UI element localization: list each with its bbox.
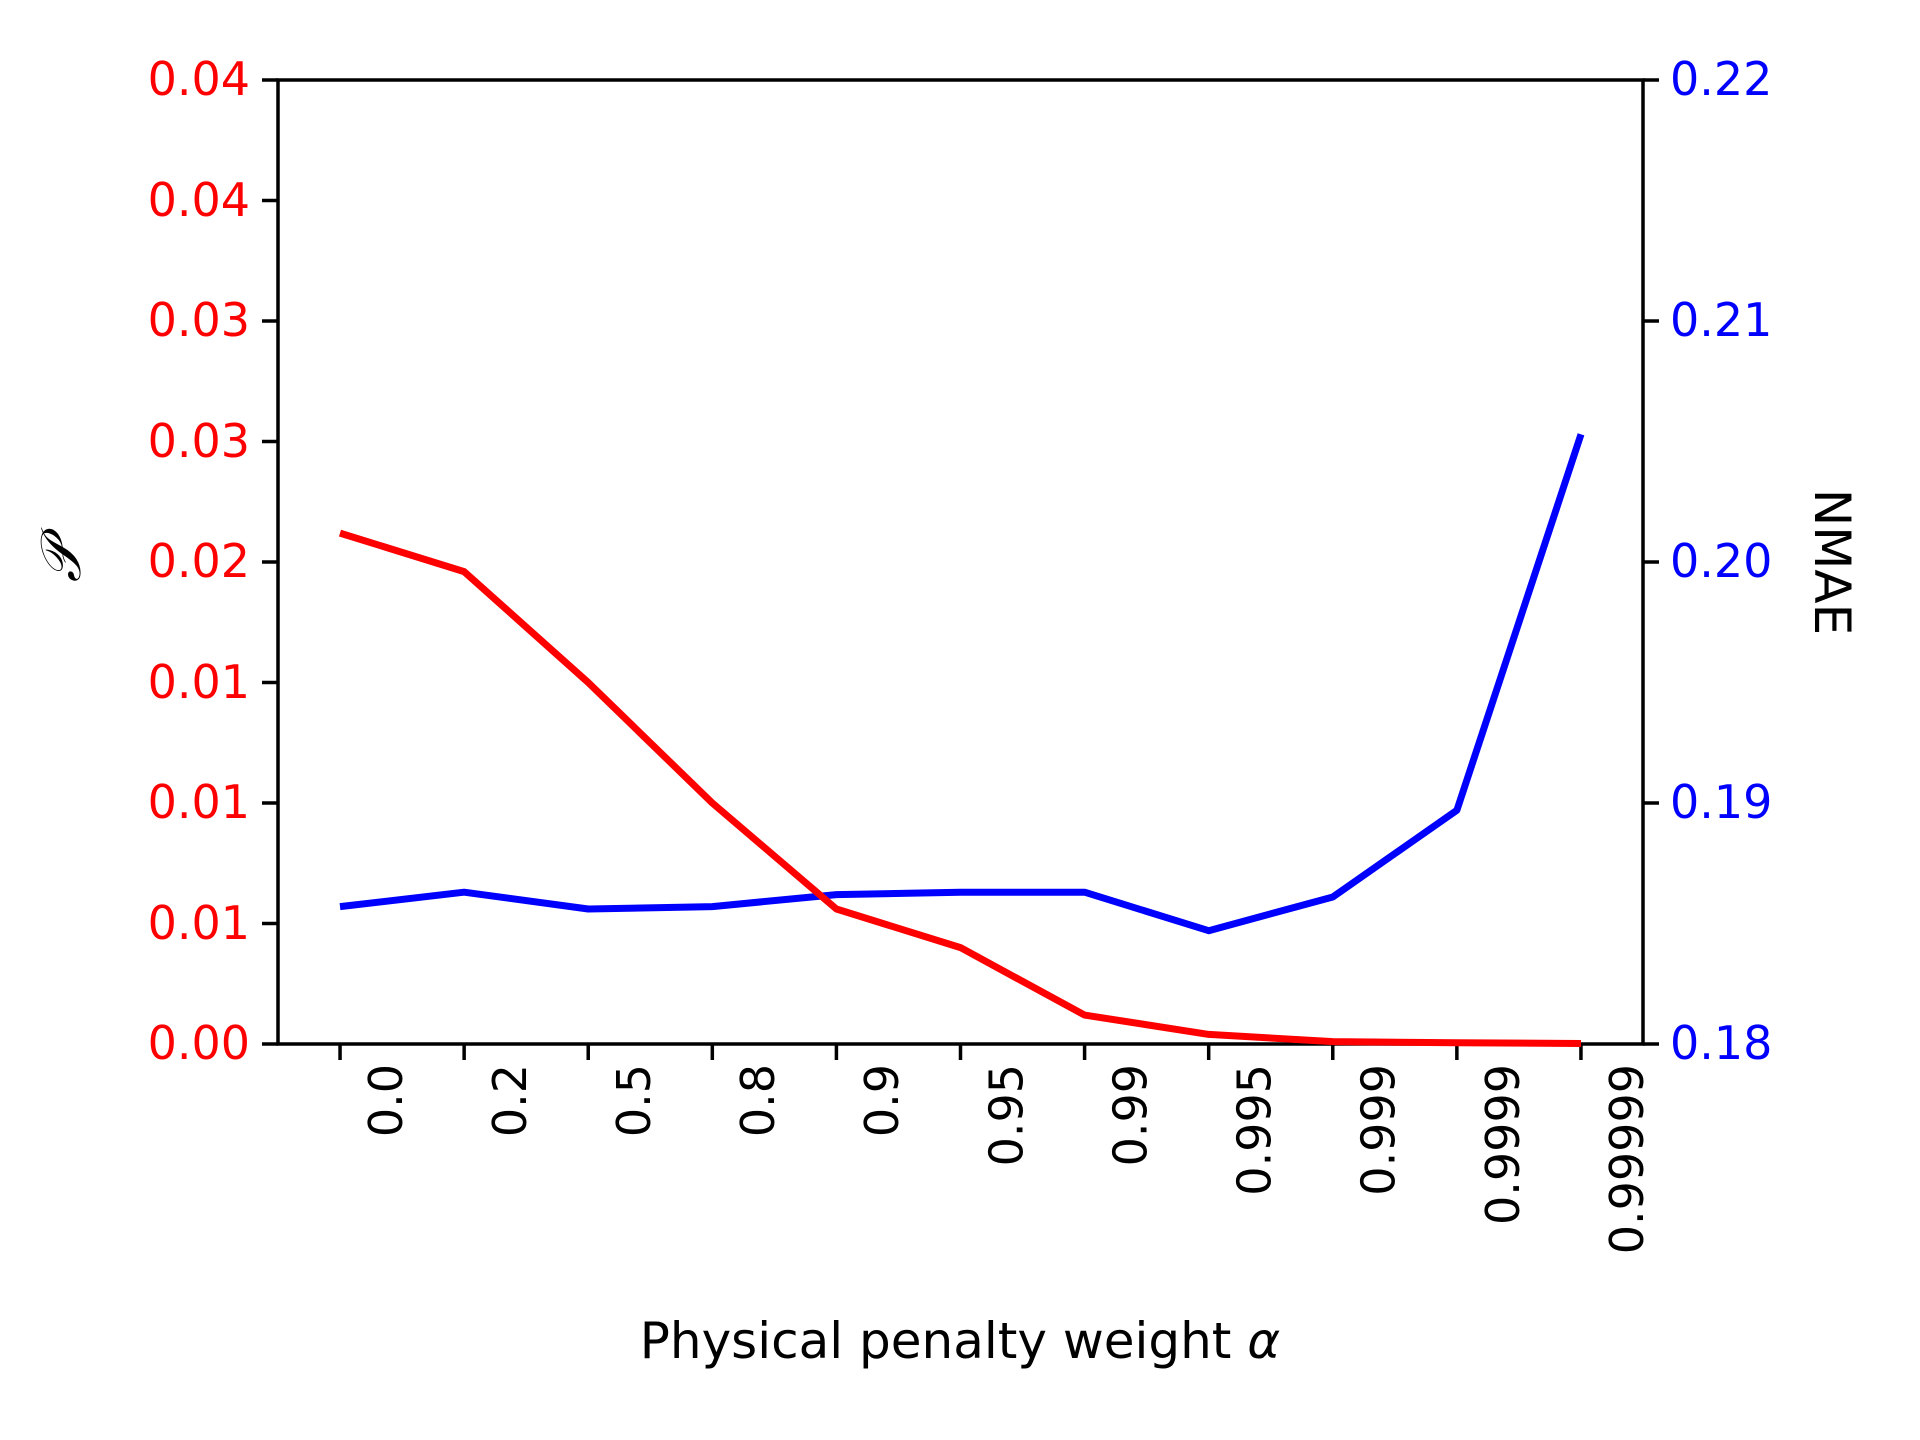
x-tick-label: 0.0 — [359, 1064, 414, 1138]
right-tick-label: 0.21 — [1670, 293, 1773, 347]
x-axis-title-text: Physical penalty weight — [639, 1312, 1248, 1370]
x-tick-label: 0.99999 — [1599, 1064, 1654, 1255]
left-tick-label: 0.02 — [147, 534, 250, 588]
left-tick-label: 0.04 — [147, 52, 250, 106]
left-tick-label: 0.03 — [147, 293, 250, 347]
left-tick-label: 0.01 — [147, 654, 250, 709]
left-tick-label: 0.03 — [147, 413, 250, 468]
x-tick-label: 0.99 — [1103, 1064, 1158, 1167]
x-tick-label: 0.999 — [1351, 1064, 1406, 1196]
left-tick-label: 0.01 — [147, 775, 250, 829]
p-series-line — [338, 529, 1582, 1047]
x-tick-label: 0.8 — [731, 1064, 786, 1138]
x-tick-label: 0.9999 — [1475, 1064, 1530, 1225]
x-tick-label: 0.5 — [607, 1064, 662, 1138]
left-tick-label: 0.00 — [147, 1016, 250, 1070]
x-tick-label: 0.9 — [855, 1064, 910, 1138]
x-tick-label: 0.95 — [979, 1064, 1034, 1167]
left-y-axis-title: 𝒫 — [29, 541, 94, 583]
right-tick-label: 0.18 — [1670, 1016, 1773, 1070]
x-tick-label: 0.995 — [1227, 1064, 1282, 1196]
x-axis-title: Physical penalty weight α — [640, 1312, 1281, 1370]
right-tick-label: 0.20 — [1670, 534, 1773, 588]
right-tick-label: 0.19 — [1670, 775, 1773, 829]
x-tick-label: 0.2 — [483, 1064, 538, 1138]
left-tick-label: 0.01 — [147, 895, 250, 950]
nmae-series-line — [339, 433, 1585, 935]
right-y-axis-title: NMAE — [1803, 488, 1861, 636]
right-tick-label: 0.22 — [1670, 52, 1773, 106]
left-tick-label: 0.04 — [147, 172, 250, 227]
alpha-symbol: α — [1247, 1312, 1281, 1370]
axes-frame — [276, 78, 1645, 1046]
